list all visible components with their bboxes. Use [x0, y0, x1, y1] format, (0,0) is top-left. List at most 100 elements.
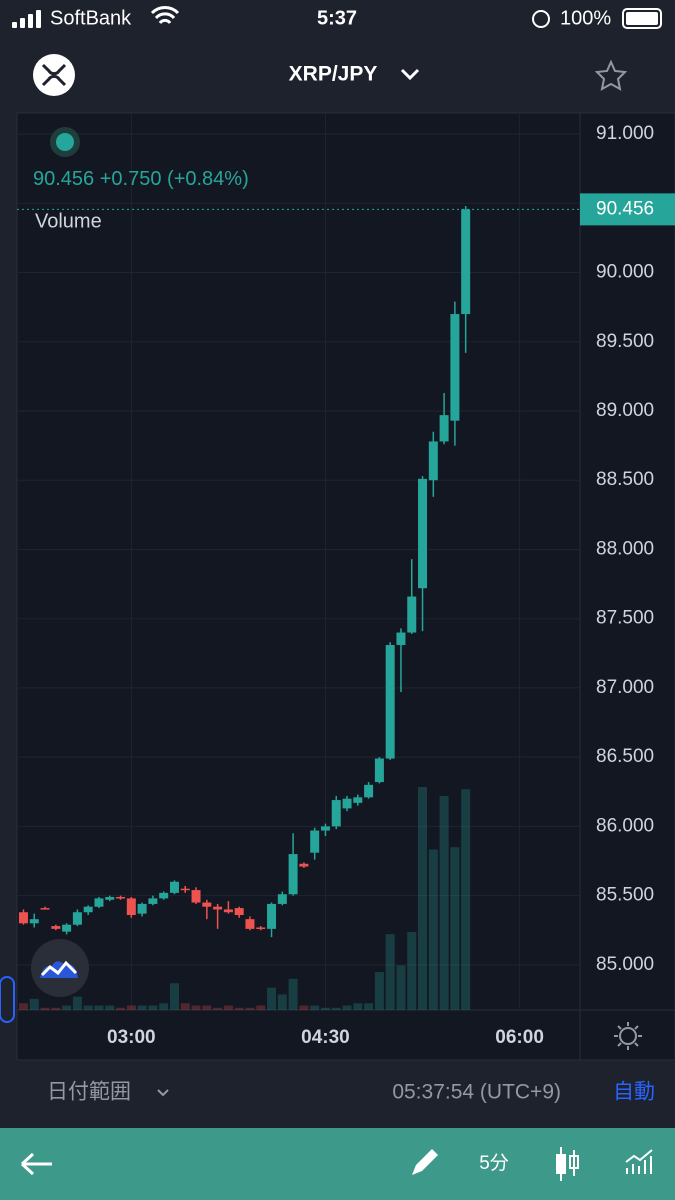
candle-body [331, 800, 341, 827]
volume-bar [353, 1003, 363, 1010]
y-tick-label: 85.500 [596, 885, 654, 906]
legend-values: 90.456 +0.750 (+0.84%) [33, 168, 249, 190]
candle-body [148, 898, 158, 904]
y-tick-label: 85.000 [596, 954, 654, 975]
volume-bar [62, 1005, 72, 1010]
favorite-star[interactable] [594, 59, 628, 91]
volume-bar [342, 1005, 352, 1010]
volume-label: Volume [35, 210, 102, 232]
candle-body [418, 478, 428, 589]
y-tick-label: 89.000 [596, 400, 654, 421]
volume-bar [148, 1005, 158, 1010]
candle-body [288, 854, 298, 895]
battery-text: 100% [560, 7, 611, 29]
y-tick-label: 91.000 [596, 123, 654, 144]
date-range[interactable]: 日付範囲 [47, 1081, 131, 1104]
date-range-chevron[interactable] [157, 1089, 169, 1097]
volume-bar [310, 1005, 320, 1010]
candle-body [51, 926, 61, 929]
draw-button[interactable] [412, 1149, 438, 1175]
volume-bar [40, 1007, 50, 1010]
volume-bar [234, 1007, 244, 1010]
x-tick-label: 04:30 [301, 1027, 350, 1048]
volume-bar [396, 965, 406, 1010]
volume-bar [461, 789, 471, 1010]
candle-body [126, 898, 136, 916]
carrier: SoftBank [50, 7, 132, 29]
interval-button[interactable]: 5分 [479, 1152, 509, 1174]
y-tick-label: 87.500 [596, 608, 654, 629]
volume-bar [223, 1005, 233, 1010]
candle-body [407, 596, 417, 633]
volume-bar [159, 1003, 169, 1010]
candle-body [342, 798, 352, 809]
volume-bar [180, 1003, 190, 1010]
candle-body [277, 894, 287, 904]
candle-body [202, 902, 212, 907]
volume-bar [213, 1007, 223, 1010]
candle-body [72, 912, 82, 925]
volume-bar [51, 1007, 61, 1010]
wifi-icon [150, 6, 180, 25]
y-tick-label: 86.500 [596, 746, 654, 767]
symbol-title[interactable]: XRP/JPY [289, 63, 378, 86]
candle-body [299, 863, 309, 867]
candle-body [364, 784, 374, 798]
candle-body [94, 898, 104, 907]
legend-dot [56, 133, 74, 151]
candle-body [439, 415, 449, 442]
volume-bar [256, 1005, 266, 1010]
last-price-box [580, 193, 675, 226]
candle-body [40, 908, 50, 910]
candle-body [385, 644, 395, 759]
candle-body [62, 924, 72, 932]
utc-clock: 05:37:54 (UTC+9) [392, 1081, 561, 1104]
y-tick-label: 88.500 [596, 469, 654, 490]
y-tick-label: 88.000 [596, 538, 654, 559]
volume-bar [83, 1005, 93, 1010]
volume-bar [137, 1005, 147, 1010]
battery-level [626, 12, 658, 25]
volume-bar [126, 1005, 136, 1010]
volume-bar [18, 1003, 28, 1010]
y-tick-label: 86.000 [596, 815, 654, 836]
plot [17, 113, 580, 1010]
legend-price: 90.456 [33, 168, 94, 190]
settings-gear[interactable] [614, 1022, 642, 1050]
drawer-handle[interactable] [0, 976, 15, 1023]
x-tick-label: 03:00 [107, 1027, 156, 1048]
candle-body [180, 888, 190, 891]
candle-body [310, 830, 320, 853]
legend-change-pct: (+0.84%) [167, 168, 249, 190]
candle-body [320, 826, 330, 831]
volume-bar [72, 996, 82, 1010]
candle-body [374, 758, 384, 783]
volume-bar [245, 1007, 255, 1010]
candle-body [29, 919, 39, 924]
back-button[interactable] [20, 1152, 52, 1176]
volume-bar [364, 1003, 374, 1010]
battery-icon [622, 8, 662, 29]
candle-button[interactable] [556, 1147, 579, 1181]
candle-body [461, 209, 471, 315]
auto-scale[interactable]: 自動 [613, 1081, 655, 1104]
volume-bar [299, 1005, 309, 1010]
chart-frame [16, 112, 675, 1061]
legend-change: +0.750 [100, 168, 162, 190]
candle-body [234, 908, 244, 916]
cloud-line [40, 960, 78, 977]
volume-bar [320, 1007, 330, 1010]
candle-body [428, 441, 438, 481]
volume-bar [331, 1007, 341, 1010]
candle-body [116, 897, 126, 899]
indicator-button[interactable] [625, 1149, 653, 1174]
volume-bar [428, 849, 438, 1010]
volume-bar [288, 978, 298, 1010]
candle-body [450, 314, 460, 421]
y-tick-label: 90.000 [596, 262, 654, 283]
candle-body [353, 797, 363, 803]
symbol-chevron[interactable] [400, 68, 420, 81]
